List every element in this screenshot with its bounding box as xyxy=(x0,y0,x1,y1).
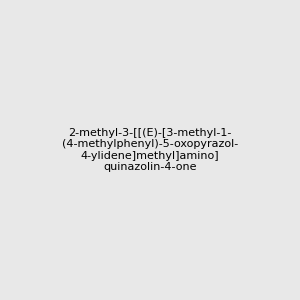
Text: 2-methyl-3-[[(E)-[3-methyl-1-
(4-methylphenyl)-5-oxopyrazol-
4-ylidene]methyl]am: 2-methyl-3-[[(E)-[3-methyl-1- (4-methylp… xyxy=(62,128,238,172)
